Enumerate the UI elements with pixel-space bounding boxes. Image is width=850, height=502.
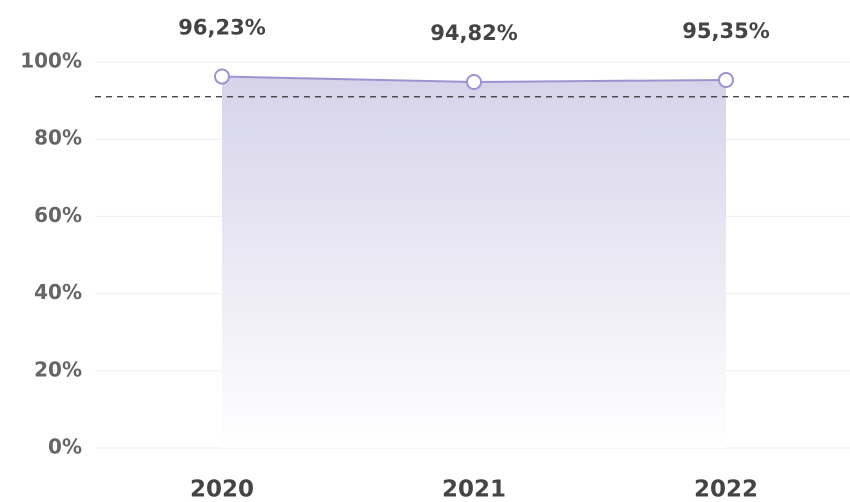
x-tick-label: 2021 (442, 477, 506, 502)
y-tick-label: 20% (34, 357, 82, 381)
y-tick-label: 80% (34, 126, 82, 150)
y-tick-label: 0% (48, 435, 82, 459)
area (222, 76, 726, 449)
y-tick-label: 100% (20, 49, 82, 73)
point (718, 71, 734, 88)
x-tick-label: 2022 (694, 477, 758, 502)
x-tick-label: 2020 (190, 477, 254, 502)
value-label: 95,35% (682, 19, 769, 43)
point (214, 68, 230, 85)
point (466, 73, 482, 90)
y-tick-label: 60% (34, 203, 82, 227)
y-tick-label: 40% (34, 280, 82, 304)
value-label: 94,82% (430, 21, 517, 45)
value-label: 96,23% (178, 16, 265, 40)
